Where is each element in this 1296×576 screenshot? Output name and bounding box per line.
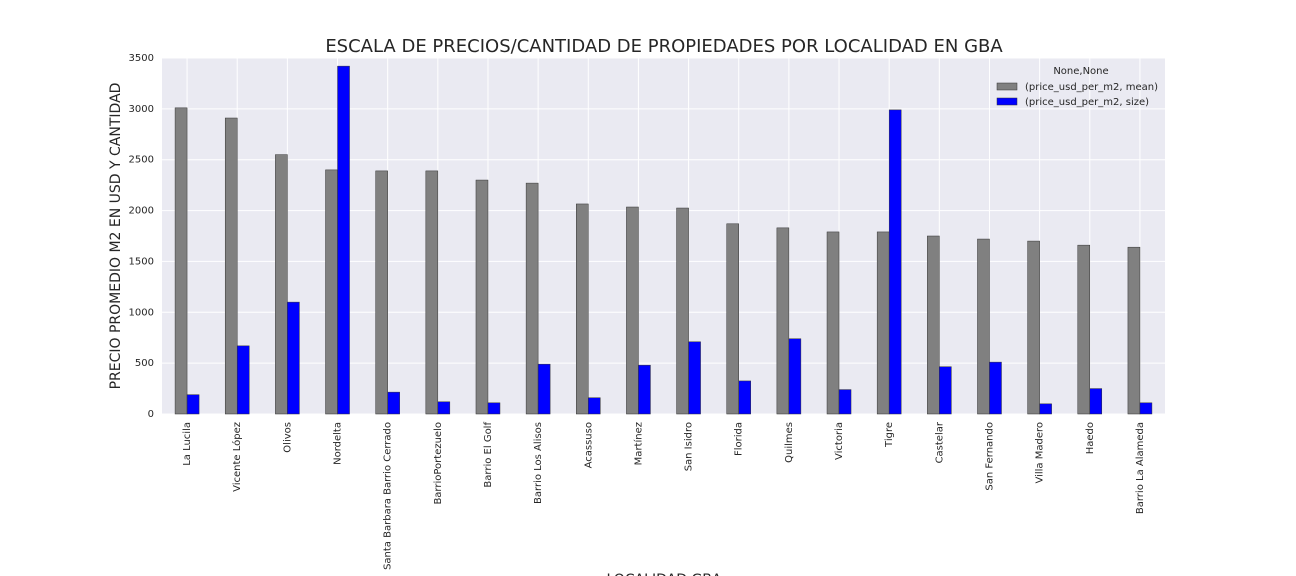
bar xyxy=(676,207,689,415)
x-tick-label: Castelar xyxy=(934,421,945,463)
bar xyxy=(838,389,852,415)
bar xyxy=(776,227,790,415)
y-tick-label: 500 xyxy=(135,358,154,369)
bar xyxy=(638,364,651,415)
bar xyxy=(576,203,589,415)
legend-swatch xyxy=(996,82,1018,91)
bar xyxy=(1027,240,1040,415)
x-tick-label: Florida xyxy=(734,422,745,456)
bar xyxy=(337,65,350,415)
bar xyxy=(475,179,489,415)
bar xyxy=(1089,388,1103,415)
x-tick-label: BarrioPortezuelo xyxy=(433,422,444,505)
y-tick-label: 3000 xyxy=(129,104,154,115)
x-tick-label: Barrio El Golf xyxy=(483,422,494,488)
bar xyxy=(425,170,439,415)
legend-swatch xyxy=(996,97,1018,106)
x-tick-label: Vicente López xyxy=(231,422,243,492)
bar xyxy=(977,238,990,415)
y-tick-label: 0 xyxy=(148,409,154,420)
bar xyxy=(927,235,940,415)
y-tick-label: 3500 xyxy=(129,53,154,64)
bar xyxy=(1127,246,1141,415)
bar xyxy=(437,401,451,415)
x-tick-label: Barrio La Alameda xyxy=(1135,422,1146,514)
bar xyxy=(888,109,902,415)
bar xyxy=(387,391,400,415)
bar xyxy=(525,182,539,415)
bar xyxy=(186,394,200,415)
bar xyxy=(1077,244,1091,415)
bars xyxy=(174,65,1153,415)
x-tick-label: Barrio Los Alisos xyxy=(533,422,544,504)
bar xyxy=(287,301,300,415)
y-axis-label: PRECIO PROMEDIO M2 EN USD Y CANTIDAD xyxy=(108,83,124,390)
x-tick-label: Villa Madero xyxy=(1035,422,1046,484)
legend-label: (price_usd_per_m2, size) xyxy=(1025,97,1149,108)
bar xyxy=(1039,403,1052,415)
x-tick-label: Tigre xyxy=(884,422,895,448)
y-tick-label: 2500 xyxy=(129,155,154,166)
bar xyxy=(726,223,739,415)
x-tick-label: Martínez xyxy=(632,422,644,465)
legend-title: None,None xyxy=(1053,66,1108,77)
bar xyxy=(236,345,250,415)
bar xyxy=(989,361,1002,415)
x-tick-label: Nordelta xyxy=(333,422,344,465)
bar xyxy=(826,231,840,415)
bar xyxy=(939,366,952,415)
x-tick-label: San Isidro xyxy=(684,422,695,471)
bar xyxy=(588,397,601,415)
bar xyxy=(626,206,639,415)
bar xyxy=(1139,402,1153,415)
x-tick-label: Victoria xyxy=(834,422,845,460)
y-tick-label: 1500 xyxy=(129,256,154,267)
bar xyxy=(375,170,388,415)
bar xyxy=(275,154,288,415)
bar xyxy=(537,363,551,415)
bar xyxy=(224,117,238,415)
bar xyxy=(788,338,802,415)
x-tick-label: San Fernando xyxy=(984,422,995,491)
bar xyxy=(876,231,890,415)
x-tick-label: Quilmes xyxy=(784,422,795,463)
y-tick-label: 2000 xyxy=(129,206,154,217)
x-tick-label: Olivos xyxy=(282,422,293,453)
bar xyxy=(738,380,751,415)
chart-title: ESCALA DE PRECIOS/CANTIDAD DE PROPIEDADE… xyxy=(325,36,1003,57)
y-tick-label: 1000 xyxy=(129,307,154,318)
plot-area xyxy=(162,58,1165,414)
x-tick-label: Acassuso xyxy=(583,422,594,468)
x-tick-label: Haedo xyxy=(1085,422,1096,454)
bar xyxy=(688,341,701,415)
x-tick-label: La Lucila xyxy=(182,422,193,466)
bar xyxy=(487,402,501,415)
bar xyxy=(174,107,188,415)
legend: None,None (price_usd_per_m2, mean) (price_… xyxy=(996,66,1158,108)
x-axis-label: LOCALIDAD GBA xyxy=(607,572,722,576)
x-tick-label: Santa Barbara Barrio Cerrado xyxy=(383,422,394,570)
legend-label: (price_usd_per_m2, mean) xyxy=(1025,82,1158,93)
bar xyxy=(325,169,338,415)
